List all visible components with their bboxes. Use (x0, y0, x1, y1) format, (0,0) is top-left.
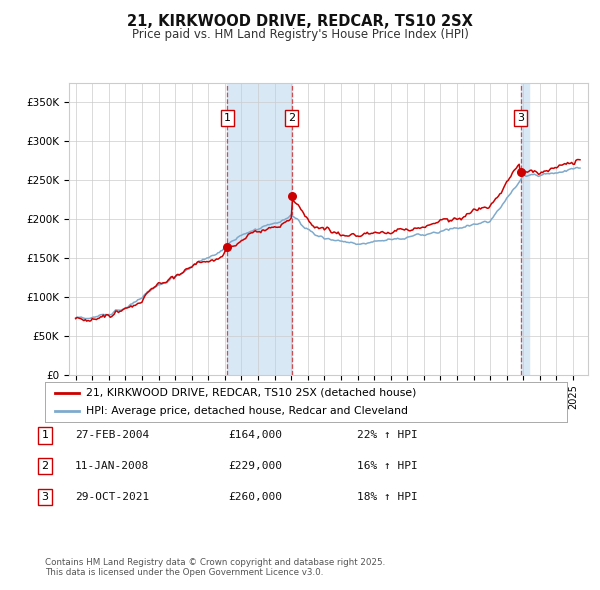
Point (287, 192, 296, 201)
Text: 21, KIRKWOOD DRIVE, REDCAR, TS10 2SX (detached house): 21, KIRKWOOD DRIVE, REDCAR, TS10 2SX (de… (86, 388, 416, 398)
Text: 22% ↑ HPI: 22% ↑ HPI (357, 431, 418, 440)
Text: 1: 1 (224, 113, 231, 123)
Text: 1: 1 (41, 431, 49, 440)
Text: Price paid vs. HM Land Registry's House Price Index (HPI): Price paid vs. HM Land Registry's House … (131, 28, 469, 41)
Bar (521, 83, 529, 375)
Text: 16% ↑ HPI: 16% ↑ HPI (357, 461, 418, 471)
Text: 3: 3 (517, 113, 524, 123)
Text: Contains HM Land Registry data © Crown copyright and database right 2025.
This d: Contains HM Land Registry data © Crown c… (45, 558, 385, 577)
Text: 27-FEB-2004: 27-FEB-2004 (75, 431, 149, 440)
Point (516, 168, 526, 177)
Text: £229,000: £229,000 (228, 461, 282, 471)
Text: 2: 2 (288, 113, 295, 123)
Text: 2: 2 (41, 461, 49, 471)
Text: £260,000: £260,000 (228, 492, 282, 502)
Bar (227, 83, 292, 375)
Text: 3: 3 (41, 492, 49, 502)
Text: 21, KIRKWOOD DRIVE, REDCAR, TS10 2SX: 21, KIRKWOOD DRIVE, REDCAR, TS10 2SX (127, 14, 473, 28)
Text: 18% ↑ HPI: 18% ↑ HPI (357, 492, 418, 502)
Text: 29-OCT-2021: 29-OCT-2021 (75, 492, 149, 502)
Text: £164,000: £164,000 (228, 431, 282, 440)
Text: HPI: Average price, detached house, Redcar and Cleveland: HPI: Average price, detached house, Redc… (86, 406, 408, 416)
Point (223, 242, 232, 252)
Text: 11-JAN-2008: 11-JAN-2008 (75, 461, 149, 471)
